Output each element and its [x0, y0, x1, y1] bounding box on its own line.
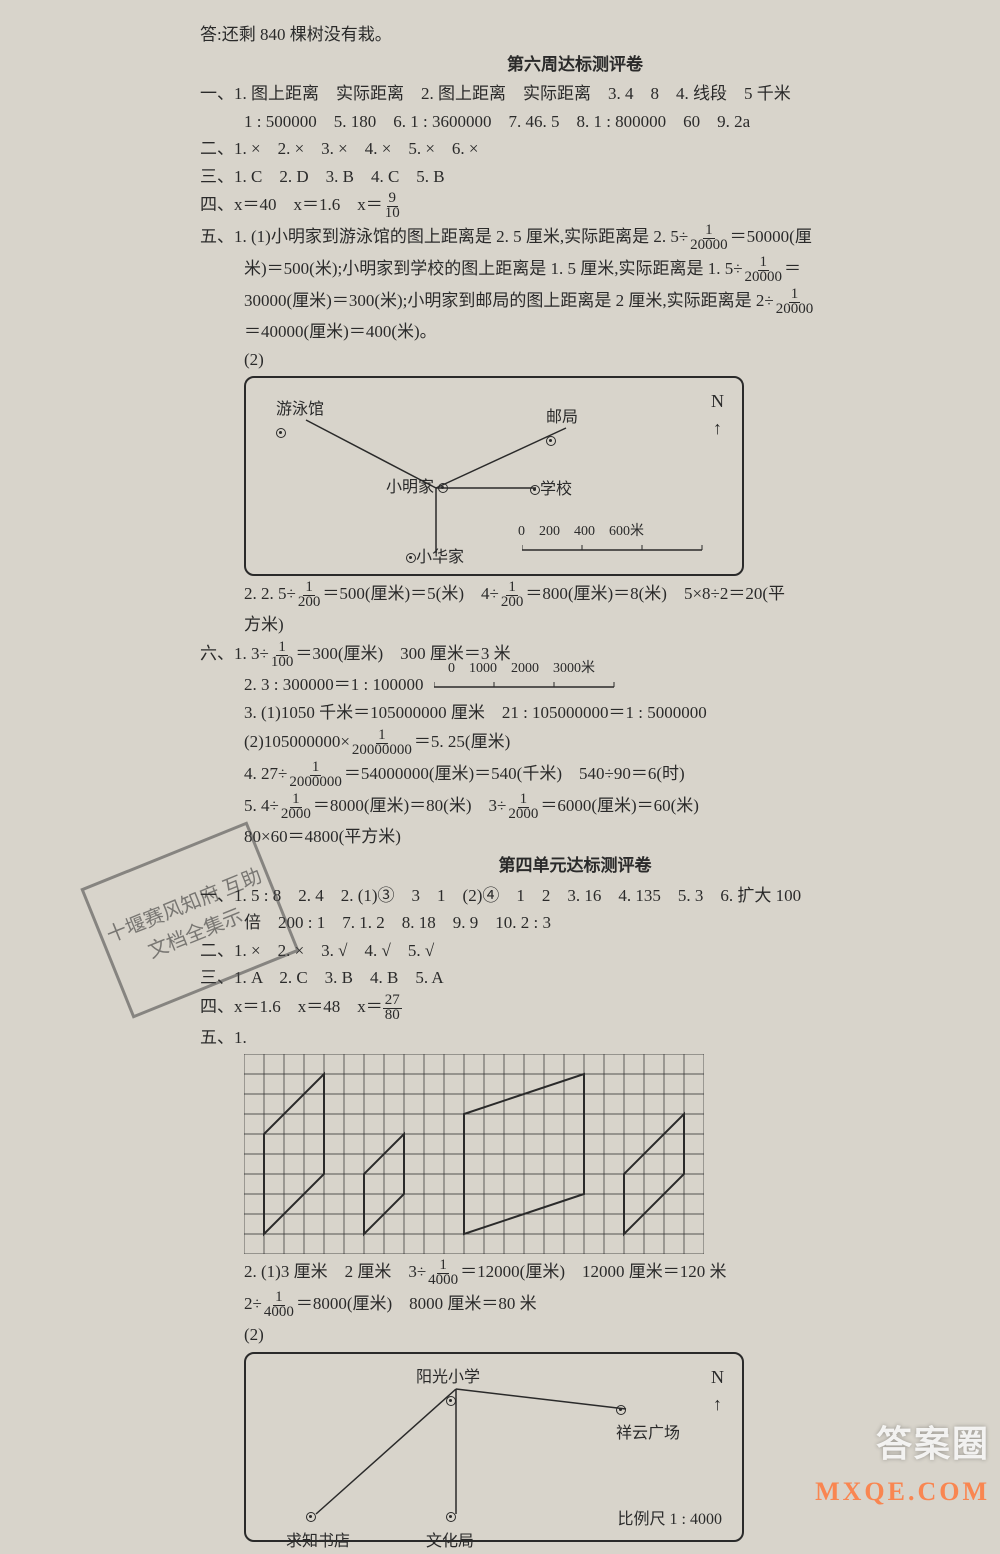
u4-l5-2: 2. (1)3 厘米 2 厘米 3÷14000＝12000(厘米) 12000 … [200, 1258, 950, 1288]
t: 五、1. (1)小明家到游泳馆的图上距离是 2. 5 厘米,实际距离是 2. 5… [200, 227, 688, 246]
t: ＝8000(厘米) 8000 厘米＝80 米 [296, 1294, 537, 1313]
f: 120000000 [350, 728, 414, 758]
frac: 120000 [743, 255, 785, 285]
u4-l1b: 倍 200 : 1 7. 1. 2 8. 18 9. 9 10. 2 : 3 [200, 910, 950, 936]
scale-text: 比例尺 1 : 4000 [618, 1508, 722, 1532]
f: 1200 [296, 580, 323, 610]
w6-l2: 二、1. × 2. × 3. × 4. × 5. × 6. × [200, 136, 950, 162]
frac: 120000 [688, 223, 730, 253]
w6-l3: 三、1. C 2. D 3. B 4. C 5. B [200, 164, 950, 190]
t: 4. 27÷ [244, 764, 287, 783]
t: 5. 4÷ [244, 796, 279, 815]
t: ＝800(厘米)＝8(米) 5×8÷2＝20(平 [525, 584, 785, 603]
f: 2780 [383, 993, 402, 1023]
watermark-1: 答案圈 [876, 1417, 990, 1471]
u4-l5-2b: 2÷14000＝8000(厘米) 8000 厘米＝80 米 [200, 1290, 950, 1320]
t: 米)＝500(米);小明家到学校的图上距离是 1. 5 厘米,实际距离是 1. … [244, 259, 743, 278]
frac-9-10: 910 [383, 191, 402, 221]
t: ＝50000(厘 [730, 227, 812, 246]
t: ＝12000(厘米) 12000 厘米＝120 米 [460, 1262, 726, 1281]
diagram-map-2: 阳光小学 祥云广场 求知书店 文化局 N↑ 比例尺 1 : 4000 [244, 1352, 744, 1542]
w6-l5-2a: 2. 2. 5÷1200＝500(厘米)＝5(米) 4÷1200＝800(厘米)… [200, 580, 950, 610]
node-cloud: 祥云广场 [616, 1398, 680, 1446]
w6-l6-4: 4. 27÷12000000＝54000000(厘米)＝540(千米) 540÷… [200, 760, 950, 790]
f: 1100 [269, 640, 296, 670]
node-sun: 阳光小学 [416, 1366, 480, 1414]
grid-drawing [244, 1054, 704, 1254]
t: 30000(厘米)＝300(米);小明家到邮局的图上距离是 2 厘米,实际距离是… [244, 291, 774, 310]
w6-l1: 一、1. 图上距离 实际距离 2. 图上距离 实际距离 3. 4 8 4. 线段… [200, 81, 950, 107]
f: 14000 [426, 1258, 460, 1288]
t: 2. 3 : 300000＝1 : 100000 [244, 675, 423, 694]
node-hua: 小华家 [406, 546, 464, 570]
week6-title: 第六周达标测评卷 [200, 52, 950, 78]
w6-l6-2: 2. 3 : 300000＝1 : 100000 0 1000 2000 300… [200, 672, 950, 699]
node-cult: 文化局 [426, 1506, 474, 1554]
t: 2÷ [244, 1294, 262, 1313]
node-home: 小明家 [386, 476, 448, 500]
w6-l6-3b: (2)105000000×120000000＝5. 25(厘米) [200, 728, 950, 758]
node-book: 求知书店 [286, 1506, 350, 1554]
u4-l1: 一、1. 5 : 8 2. 4 2. (1)③ 3 1 (2)④ 1 2 3. … [200, 883, 950, 909]
w6-l4: 四、x＝40 x＝1.6 x＝910 [200, 191, 950, 221]
frac: 120000 [774, 287, 816, 317]
t: ＝ [784, 259, 801, 278]
u4-l5: 五、1. [200, 1025, 950, 1051]
north-arrow-2: N↑ [711, 1364, 724, 1418]
t: ＝5. 25(厘米) [414, 732, 510, 751]
u4-l3: 三、1. A 2. C 3. B 4. B 5. A [200, 965, 950, 991]
w6-l5e: (2) [200, 347, 950, 373]
diagram-map-1: 游泳馆 邮局 小明家 学校 小华家 N↑ 0 200 400 600米 [244, 376, 744, 576]
t: 六、1. 3÷ [200, 643, 269, 662]
t: ＝54000000(厘米)＝540(千米) 540÷90＝6(时) [344, 764, 685, 783]
w6-l5d: ＝40000(厘米)＝400(米)。 [200, 319, 950, 345]
f: 12000 [279, 792, 313, 822]
t: 0 1000 2000 3000米 [448, 661, 595, 676]
north-arrow: N↑ [711, 388, 724, 442]
u4-l2: 二、1. × 2. × 3. √ 4. √ 5. √ [200, 938, 950, 964]
f: 14000 [262, 1290, 296, 1320]
u4-l5-2c: (2) [200, 1322, 950, 1348]
w6-l6-3: 3. (1)1050 千米＝105000000 厘米 21 : 10500000… [200, 700, 950, 726]
w6-l1b: 1 : 500000 5. 180 6. 1 : 3600000 7. 46. … [200, 109, 950, 135]
w6-l5a: 五、1. (1)小明家到游泳馆的图上距离是 2. 5 厘米,实际距离是 2. 5… [200, 223, 950, 253]
w6-l5-2b: 方米) [200, 612, 950, 638]
t: ＝6000(厘米)＝60(米) [540, 796, 699, 815]
t: (2)105000000× [244, 732, 350, 751]
t: 2. (1)3 厘米 2 厘米 3÷ [244, 1262, 426, 1281]
unit4-title: 第四单元达标测评卷 [200, 853, 950, 879]
t: ＝8000(厘米)＝80(米) 3÷ [313, 796, 506, 815]
t: 四、x＝1.6 x＝48 x＝ [200, 997, 383, 1016]
watermark-2: MXQE.COM [815, 1472, 990, 1511]
t: ＝500(厘米)＝5(米) 4÷ [322, 584, 498, 603]
top-answer: 答:还剩 840 棵树没有栽。 [200, 22, 950, 48]
f: 12000 [506, 792, 540, 822]
w6-l5c: 30000(厘米)＝300(米);小明家到邮局的图上距离是 2 厘米,实际距离是… [200, 287, 950, 317]
f: 1200 [499, 580, 526, 610]
w6-l5b: 米)＝500(米);小明家到学校的图上距离是 1. 5 厘米,实际距离是 1. … [200, 255, 950, 285]
w6-l4a: 四、x＝40 x＝1.6 x＝ [200, 195, 383, 214]
node-pool: 游泳馆 [276, 398, 324, 446]
w6-l6-5b: 80×60＝4800(平方米) [200, 824, 950, 850]
scale-bar: 0 200 400 600米 [522, 535, 722, 562]
node-post: 邮局 [546, 406, 578, 454]
t: ＝300(厘米) 300 厘米＝3 米 [295, 643, 510, 662]
f: 12000000 [287, 760, 344, 790]
node-school: 学校 [530, 478, 572, 502]
ruler-icon [434, 673, 634, 699]
w6-l6-5: 5. 4÷12000＝8000(厘米)＝80(米) 3÷12000＝6000(厘… [200, 792, 950, 822]
t: 2. 2. 5÷ [244, 584, 296, 603]
u4-l4: 四、x＝1.6 x＝48 x＝2780 [200, 993, 950, 1023]
